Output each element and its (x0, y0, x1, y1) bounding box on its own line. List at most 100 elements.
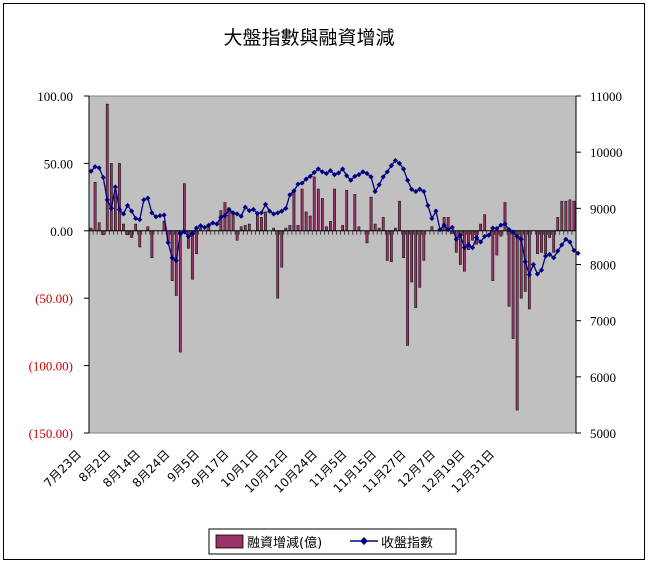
index-point (234, 211, 240, 217)
index-point (445, 227, 451, 233)
index-point (368, 174, 374, 180)
index-point (384, 169, 390, 175)
index-point (555, 248, 561, 254)
right-tick-label: 11000 (590, 89, 622, 104)
bar (540, 230, 543, 253)
bar (325, 226, 328, 232)
index-point (510, 229, 516, 235)
index-point (502, 221, 508, 227)
index-point (396, 160, 403, 166)
bar (548, 230, 551, 238)
bar (568, 199, 572, 232)
bar (357, 226, 361, 232)
index-point (567, 239, 573, 245)
bar (239, 226, 243, 232)
index-point (315, 166, 321, 172)
index-point (518, 236, 524, 242)
index-point (173, 257, 179, 264)
bar (118, 163, 121, 232)
index-point (563, 236, 569, 242)
index-point (92, 164, 98, 170)
bar (235, 230, 239, 241)
index-point (145, 195, 151, 201)
index-point (88, 168, 94, 174)
index-point (380, 174, 386, 180)
right-axis: 11000 10000 9000 8000 7000 6000 5000 (575, 89, 623, 441)
index-point (116, 206, 123, 213)
left-axis: 100.00 50.00 0.00 (50.00) (100.00) (150.00) (29, 89, 90, 441)
bar (341, 225, 345, 232)
bar (101, 230, 105, 236)
index-point (417, 186, 423, 192)
index-point (266, 208, 273, 214)
bar (353, 194, 357, 232)
index-point (287, 192, 293, 198)
index-point (100, 174, 106, 181)
index-point (303, 176, 309, 182)
right-tick-label: 8000 (590, 258, 616, 273)
index-point (465, 242, 472, 248)
index-point (214, 221, 220, 227)
index-point (149, 210, 155, 216)
index-point (356, 172, 362, 178)
bar (183, 183, 186, 232)
bar (430, 226, 434, 232)
index-point (181, 229, 187, 235)
bar (292, 191, 296, 232)
bar (495, 230, 499, 256)
index-point (360, 169, 366, 175)
index-point (335, 170, 342, 176)
index-point (218, 214, 224, 220)
bar (109, 163, 113, 232)
index-point (494, 225, 500, 232)
bar (105, 103, 109, 232)
bar (138, 230, 142, 248)
index-point (279, 208, 285, 214)
bar (527, 230, 531, 310)
legend-box (208, 528, 457, 555)
index-point (392, 157, 399, 164)
bar (288, 225, 292, 232)
bar (122, 223, 125, 232)
bar (93, 182, 97, 232)
bar (507, 230, 511, 307)
index-point (400, 166, 407, 172)
index-point (482, 233, 488, 240)
right-tick-label: 10000 (590, 145, 623, 160)
index-point (498, 222, 504, 228)
index-point (104, 197, 110, 203)
index-point (461, 245, 467, 251)
index-point (141, 197, 147, 203)
bar (515, 230, 519, 411)
index-point (530, 261, 536, 268)
index-point (453, 236, 459, 242)
bar (373, 223, 377, 232)
bar (572, 200, 576, 232)
bar (398, 200, 401, 232)
legend-bar-swatch (215, 534, 244, 549)
bar (126, 230, 129, 236)
bar (320, 198, 324, 232)
index-point (331, 172, 338, 178)
right-tick-label: 6000 (590, 370, 616, 385)
bar (150, 230, 154, 259)
left-tick-label: 0.00 (50, 224, 73, 239)
index-point (295, 181, 301, 187)
index-point (262, 201, 269, 208)
zero-line (88, 230, 577, 235)
index-point (242, 204, 248, 210)
index-point (490, 225, 496, 231)
legend: 融資增減(億) 收盤指數 (208, 528, 457, 555)
index-point (372, 188, 378, 195)
index-point (413, 188, 419, 195)
bar (536, 230, 539, 254)
bar (511, 230, 515, 339)
index-point (271, 211, 277, 217)
left-tick-label: 100.00 (37, 89, 73, 104)
index-point (522, 259, 528, 265)
index-point (307, 173, 313, 179)
bar (556, 217, 560, 232)
legend-label-index: 收盤指數 (381, 536, 433, 551)
bar (564, 200, 568, 232)
